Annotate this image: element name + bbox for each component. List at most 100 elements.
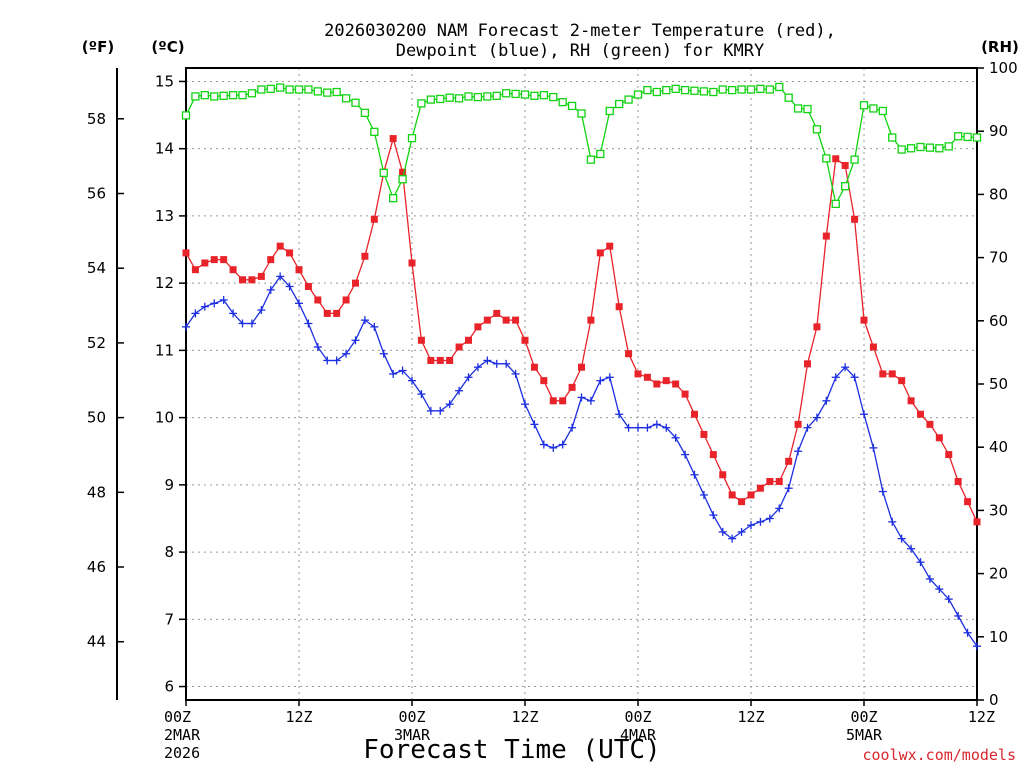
- temperature-point: [917, 410, 924, 418]
- dewpoint-point: [323, 356, 332, 365]
- celsius-tick-label: 14: [155, 140, 174, 158]
- dewpoint-point: [558, 440, 567, 449]
- axes: 6 7 8 9 10 11 12 13 14 15 44 46 48 50 52 54 56 58 0 10 20 30 4…: [87, 59, 1018, 709]
- rh-point: [680, 85, 690, 95]
- dewpoint-point: [530, 420, 539, 429]
- rh-point: [643, 85, 652, 95]
- dewpoint-point: [615, 410, 624, 419]
- rh-point: [379, 168, 388, 178]
- dewpoint-point: [756, 517, 765, 526]
- dewpoint-point: [445, 400, 454, 409]
- rh-point: [765, 85, 774, 94]
- dewpoint-point: [709, 511, 718, 520]
- dewpoint-point: [624, 423, 633, 432]
- rh-point: [784, 93, 793, 102]
- dewpoint-point: [775, 504, 784, 513]
- temperature-point: [813, 323, 821, 331]
- temperature-point: [700, 430, 708, 438]
- temperature-point: [785, 457, 793, 465]
- dewpoint-point: [944, 595, 953, 604]
- rh-point: [803, 104, 812, 114]
- dewpoint-point: [690, 470, 699, 479]
- dewpoint-point: [483, 356, 492, 365]
- rh-point: [888, 133, 897, 142]
- rh-point: [558, 97, 567, 107]
- temperature-point: [333, 309, 341, 317]
- rh-point: [944, 142, 953, 151]
- dewpoint-point: [784, 484, 793, 493]
- rh-point: [511, 89, 520, 99]
- dewpoint-point: [219, 295, 228, 304]
- temperature-point: [954, 477, 962, 485]
- x-tick-label: 12Z: [968, 708, 995, 726]
- temperature-point: [879, 370, 887, 378]
- temperature-point: [286, 249, 294, 257]
- dewpoint-point: [313, 343, 322, 352]
- dewpoint-point: [634, 423, 642, 432]
- dewpoint-point: [408, 376, 416, 385]
- temperature-point: [766, 477, 774, 485]
- dewpoint-point: [728, 534, 737, 543]
- temperature-point: [474, 323, 482, 331]
- temperature-point: [964, 498, 972, 506]
- dewpoint-point: [681, 450, 690, 459]
- dewpoint-point: [257, 306, 266, 315]
- dewpoint-point: [841, 363, 850, 372]
- temperature-point: [314, 296, 322, 304]
- rh-point: [351, 98, 360, 107]
- rh-point: [181, 111, 191, 120]
- dewpoint-point: [888, 517, 897, 526]
- temperature-point: [643, 373, 651, 381]
- dewpoint-point: [229, 309, 238, 318]
- rh-point: [360, 108, 370, 118]
- dewpoint-point: [860, 410, 868, 419]
- temperature-point: [191, 266, 199, 274]
- temperature-point: [756, 484, 764, 492]
- chart-title-line1: 2026030200 NAM Forecast 2-meter Temperat…: [324, 21, 836, 41]
- rh-tick-label: 0: [989, 691, 999, 709]
- dewpoint-point: [436, 406, 445, 415]
- dewpoint-series: [182, 272, 981, 651]
- rh-point: [935, 144, 944, 153]
- dewpoint-point: [822, 396, 831, 405]
- temperature-point: [851, 215, 859, 223]
- rh-point: [417, 99, 426, 108]
- x-tick-label: 12Z: [285, 708, 312, 726]
- dewpoint-line: [185, 275, 978, 647]
- dewpoint-point: [577, 393, 586, 402]
- temperature-point: [662, 377, 670, 385]
- rh-point: [276, 83, 285, 92]
- dewpoint-point: [568, 423, 577, 432]
- temperature-point: [945, 451, 953, 459]
- rh-point: [210, 92, 219, 101]
- rh-point: [238, 91, 247, 100]
- temperature-point: [578, 363, 585, 371]
- temperature-point: [248, 276, 256, 284]
- fahrenheit-unit-label: (ºF): [82, 38, 114, 56]
- temperature-point: [709, 451, 717, 459]
- temperature-point: [389, 135, 397, 143]
- dewpoint-point: [379, 349, 388, 358]
- rh-point: [925, 143, 935, 152]
- temperature-point: [446, 356, 454, 364]
- rh-point: [332, 87, 341, 97]
- temperature-point: [342, 296, 350, 304]
- dewpoint-point: [342, 349, 351, 358]
- dewpoint-point: [671, 433, 680, 442]
- celsius-tick-label: 13: [155, 207, 174, 225]
- rh-point: [266, 84, 275, 94]
- rh-point: [906, 144, 916, 153]
- rh-point: [605, 106, 614, 116]
- dewpoint-point: [803, 423, 812, 432]
- rh-point: [304, 85, 313, 94]
- rh-point: [690, 86, 699, 95]
- rh-tick-label: 30: [989, 501, 1008, 519]
- rh-point: [831, 199, 840, 209]
- temperature-point: [681, 390, 689, 398]
- rh-point: [370, 127, 379, 136]
- dewpoint-point: [897, 534, 906, 543]
- celsius-tick-label: 7: [164, 610, 174, 628]
- dewpoint-point: [925, 574, 934, 583]
